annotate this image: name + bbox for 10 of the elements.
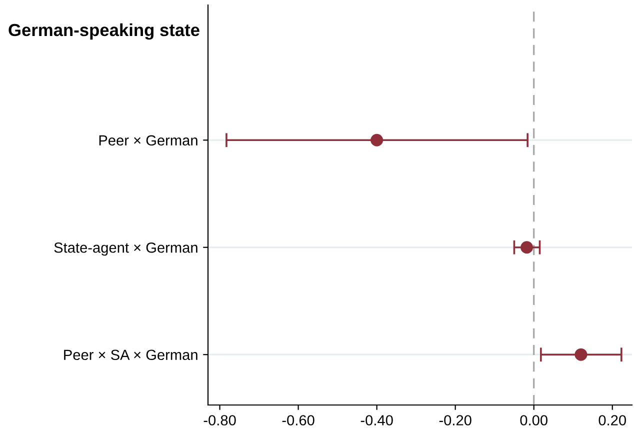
x-tick-label: -0.60 <box>282 415 314 426</box>
y-tick-label: State-agent × German <box>54 242 198 256</box>
text: German-speaking state <box>8 23 200 40</box>
x-tick-label: -0.40 <box>360 415 393 426</box>
y-tick-label: Peer × German <box>99 135 198 146</box>
x-tick-label: 0.00 <box>520 415 548 426</box>
x-tick-label: -0.80 <box>204 415 236 426</box>
x-tick-label: 0.20 <box>598 415 626 426</box>
x-tick-label: -0.20 <box>439 415 472 426</box>
y-tick-label: Peer × SA × German <box>64 350 198 360</box>
